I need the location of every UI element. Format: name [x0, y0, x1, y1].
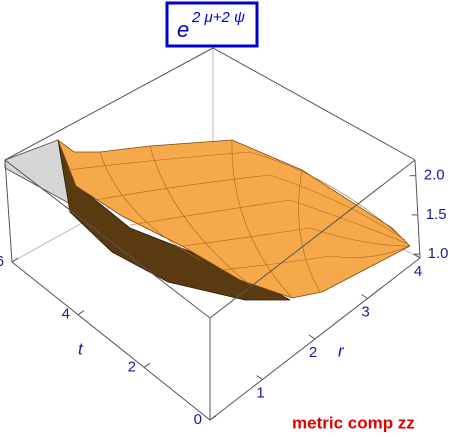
z-tick-label: 1.0 — [428, 245, 449, 262]
x-tick-label: 4 — [62, 306, 70, 323]
y-tick-label: 4 — [414, 263, 422, 280]
y-axis-label: r — [338, 341, 345, 360]
caption: metric comp zz — [292, 413, 415, 432]
x-tick — [11, 257, 19, 263]
y-tick — [256, 375, 263, 380]
x-tick-label: 2 — [128, 358, 136, 375]
y-tick-label: 1 — [256, 384, 264, 401]
title-exponent: 2 μ+2 ψ — [191, 9, 245, 26]
x-tick — [209, 415, 217, 421]
y-tick — [413, 253, 421, 259]
x-tick-label: 6 — [0, 253, 4, 270]
x-tick — [143, 362, 151, 368]
y-tick-label: 3 — [361, 303, 369, 320]
surface — [4, 138, 411, 301]
y-tick — [308, 334, 316, 340]
title-box — [165, 1, 259, 48]
x-axis-label: t — [78, 339, 84, 358]
y-tick-label: 2 — [309, 344, 317, 361]
y-tick — [361, 294, 368, 299]
z-tick-label: 1.5 — [426, 206, 447, 223]
x-tick — [77, 310, 85, 316]
title-base: e — [177, 17, 189, 42]
z-tick-label: 2.0 — [424, 167, 445, 184]
x-tick-label: 0 — [194, 411, 202, 428]
